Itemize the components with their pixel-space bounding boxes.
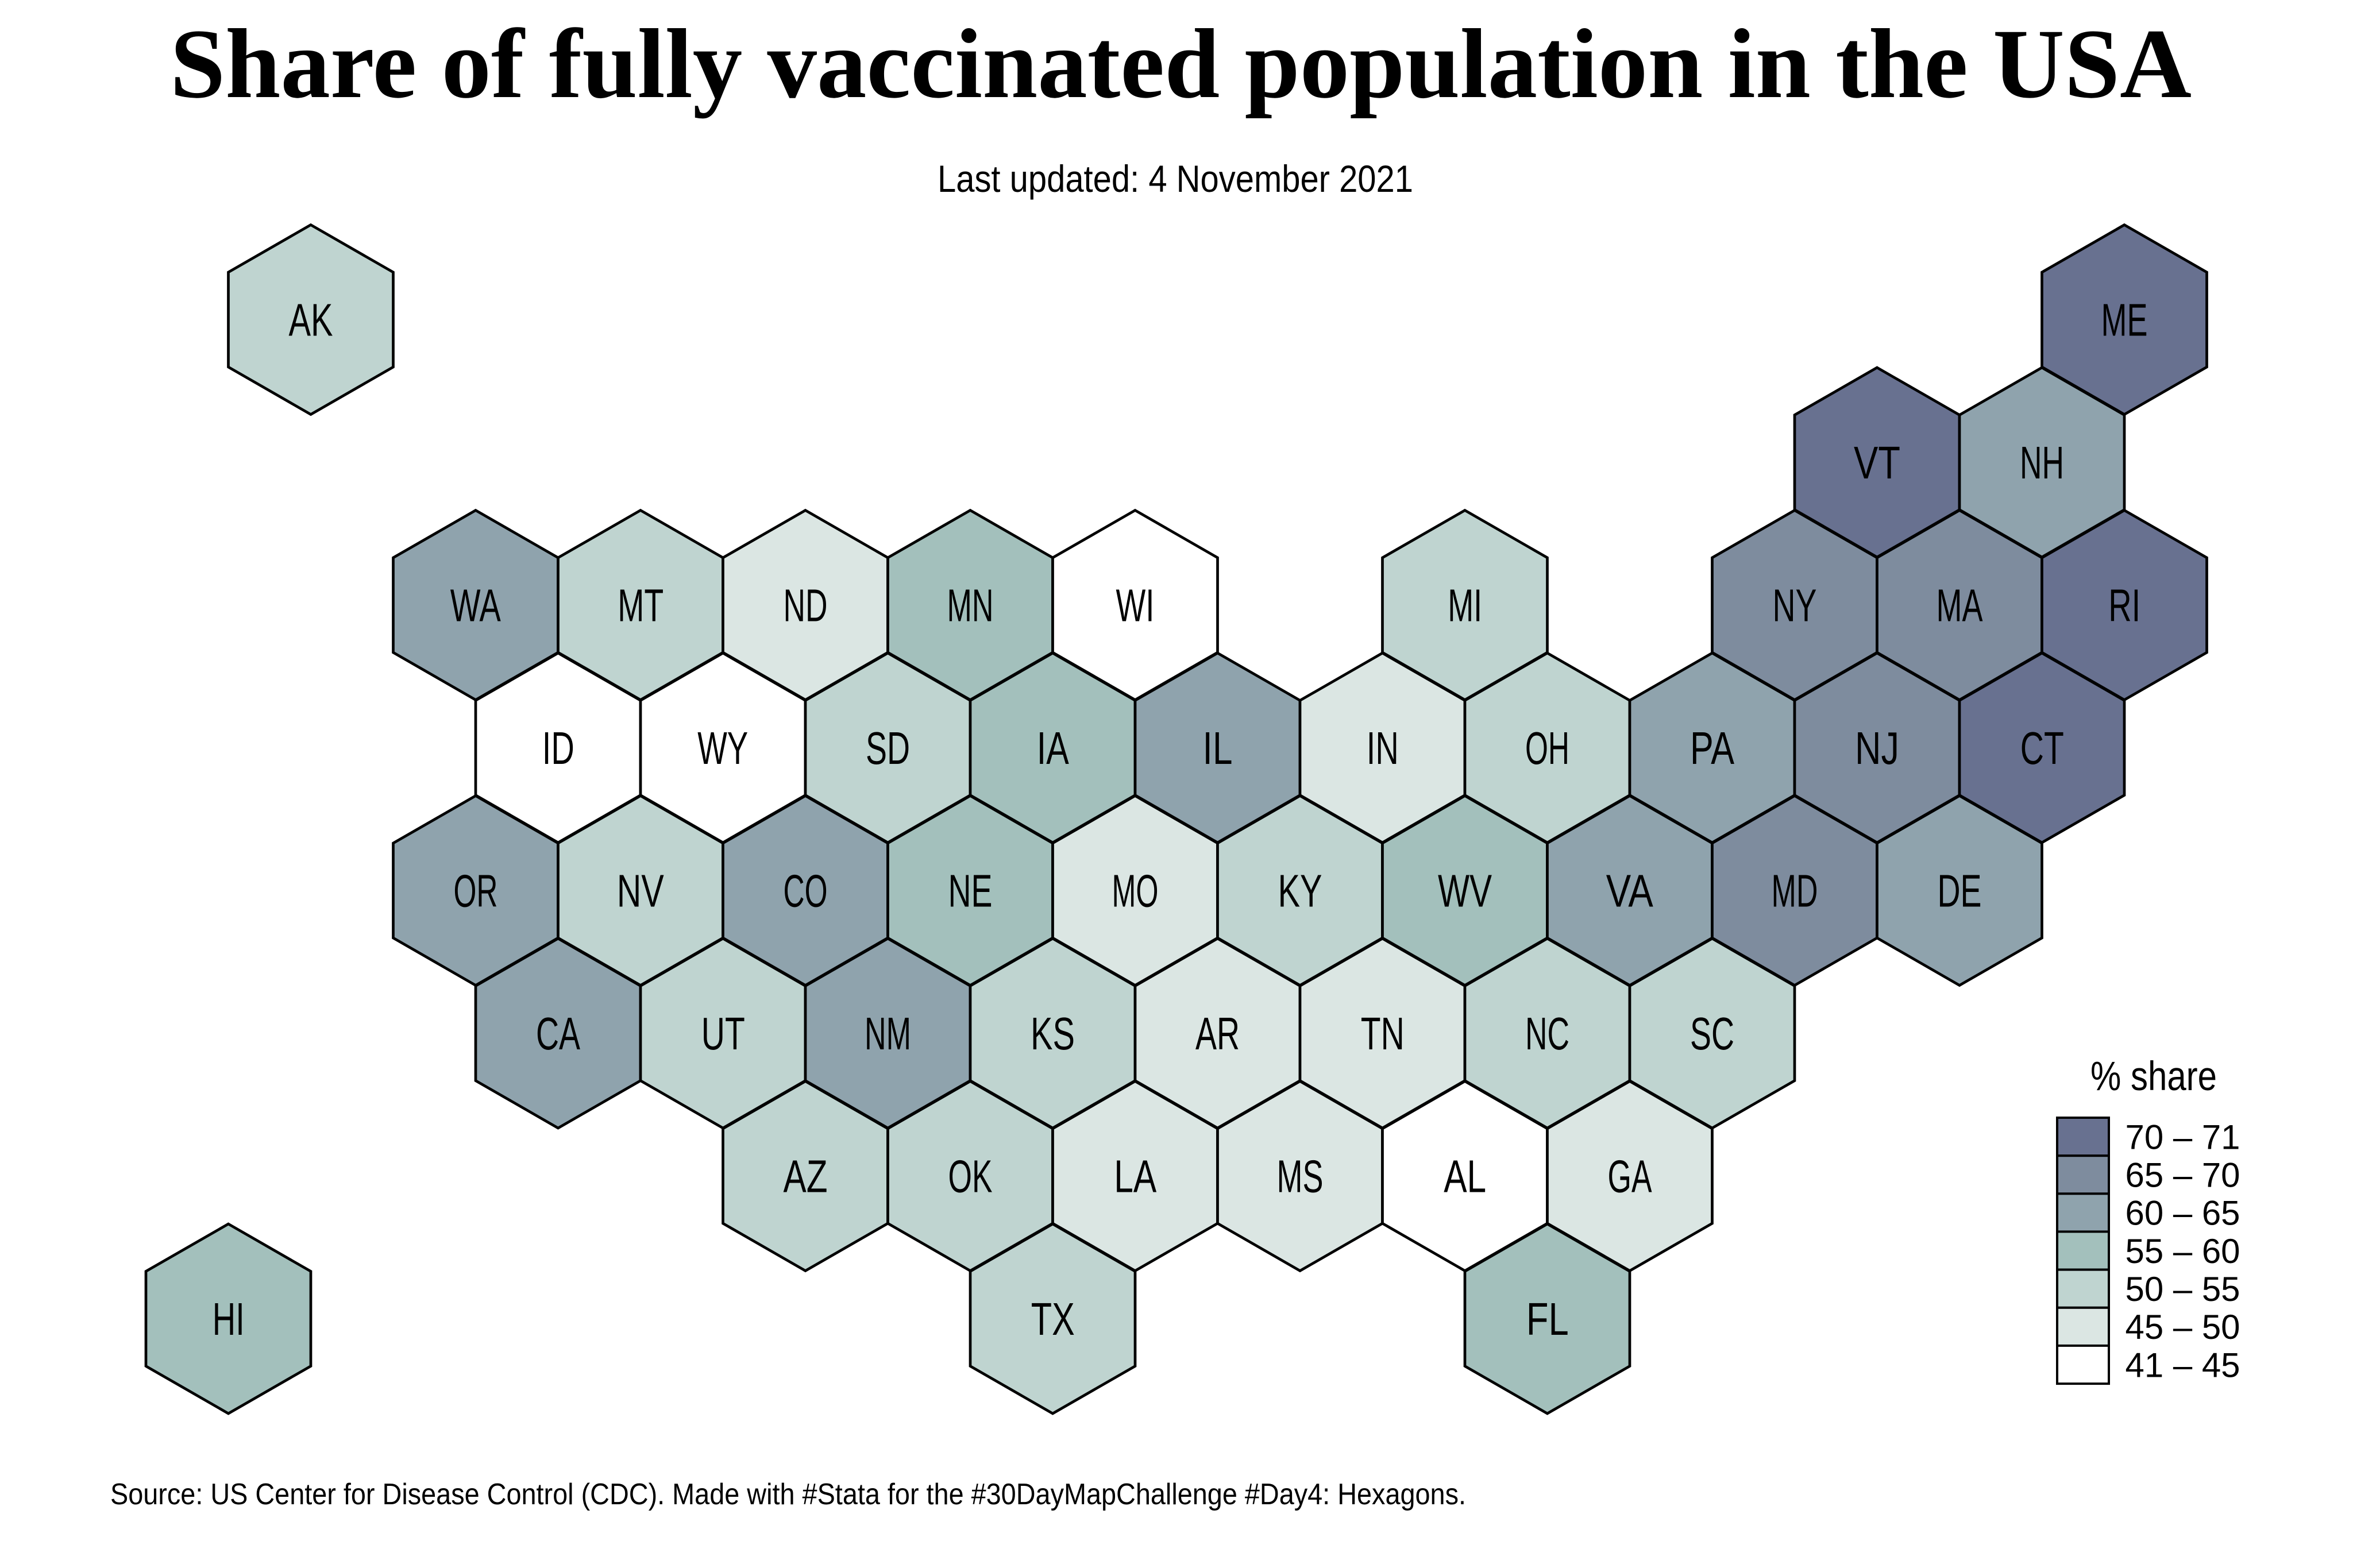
svg-text:Last updated: 4 November 2021: Last updated: 4 November 2021: [938, 157, 1413, 200]
svg-text:IL: IL: [1203, 723, 1233, 774]
svg-text:MN: MN: [947, 580, 994, 631]
svg-text:NJ: NJ: [1855, 723, 1899, 774]
svg-text:60 – 65: 60 – 65: [2126, 1194, 2240, 1233]
svg-text:NE: NE: [948, 866, 993, 917]
svg-text:55 – 60: 55 – 60: [2126, 1232, 2240, 1270]
svg-text:MT: MT: [618, 580, 664, 631]
svg-text:ND: ND: [784, 580, 828, 631]
svg-text:MA: MA: [1937, 580, 1983, 631]
svg-text:RI: RI: [2108, 580, 2140, 631]
svg-text:50 – 55: 50 – 55: [2126, 1270, 2240, 1308]
svg-text:OH: OH: [1525, 723, 1569, 774]
svg-text:FL: FL: [1526, 1293, 1569, 1345]
svg-text:CA: CA: [536, 1008, 580, 1059]
svg-text:% share: % share: [2090, 1054, 2217, 1099]
svg-text:KY: KY: [1278, 866, 1322, 917]
svg-text:MS: MS: [1277, 1151, 1324, 1202]
svg-text:ME: ME: [2101, 295, 2148, 346]
svg-text:45 – 50: 45 – 50: [2126, 1308, 2240, 1346]
svg-text:MD: MD: [1772, 866, 1818, 917]
svg-text:DE: DE: [1938, 866, 1982, 917]
svg-text:WA: WA: [450, 580, 501, 631]
svg-text:OK: OK: [948, 1151, 993, 1202]
svg-text:UT: UT: [701, 1008, 745, 1059]
svg-text:WI: WI: [1116, 580, 1155, 631]
svg-text:IN: IN: [1367, 723, 1399, 774]
svg-text:VT: VT: [1854, 437, 1900, 488]
svg-text:NV: NV: [617, 866, 664, 917]
svg-text:NY: NY: [1773, 580, 1817, 631]
svg-text:NM: NM: [865, 1008, 911, 1059]
svg-text:AK: AK: [289, 295, 333, 346]
svg-text:CT: CT: [2020, 723, 2064, 774]
svg-text:NC: NC: [1525, 1008, 1569, 1059]
svg-text:AR: AR: [1195, 1008, 1240, 1059]
svg-text:LA: LA: [1114, 1151, 1156, 1202]
svg-text:KS: KS: [1031, 1008, 1075, 1059]
svg-text:MI: MI: [1448, 580, 1482, 631]
svg-text:70 – 71: 70 – 71: [2126, 1118, 2240, 1156]
svg-text:IA: IA: [1037, 723, 1069, 774]
svg-text:WV: WV: [1438, 866, 1492, 917]
svg-text:41 – 45: 41 – 45: [2126, 1346, 2240, 1384]
svg-text:SD: SD: [866, 723, 910, 774]
svg-text:NH: NH: [2020, 437, 2064, 488]
svg-text:PA: PA: [1690, 723, 1734, 774]
svg-text:HI: HI: [213, 1293, 245, 1345]
svg-text:GA: GA: [1608, 1151, 1652, 1202]
svg-text:CO: CO: [784, 866, 828, 917]
svg-text:WY: WY: [697, 723, 748, 774]
svg-text:SC: SC: [1690, 1008, 1734, 1059]
svg-text:TX: TX: [1031, 1293, 1075, 1345]
svg-text:65 – 70: 65 – 70: [2126, 1156, 2240, 1195]
svg-text:ID: ID: [542, 723, 574, 774]
svg-text:AL: AL: [1444, 1151, 1486, 1202]
svg-text:Share of fully vaccinated popu: Share of fully vaccinated population in …: [170, 9, 2192, 119]
svg-text:Source: US Center for Disease: Source: US Center for Disease Control (C…: [110, 1478, 1466, 1511]
svg-text:VA: VA: [1606, 866, 1654, 917]
svg-text:AZ: AZ: [784, 1151, 828, 1202]
svg-text:MO: MO: [1112, 866, 1159, 917]
svg-text:OR: OR: [454, 866, 498, 917]
svg-text:TN: TN: [1361, 1008, 1405, 1059]
